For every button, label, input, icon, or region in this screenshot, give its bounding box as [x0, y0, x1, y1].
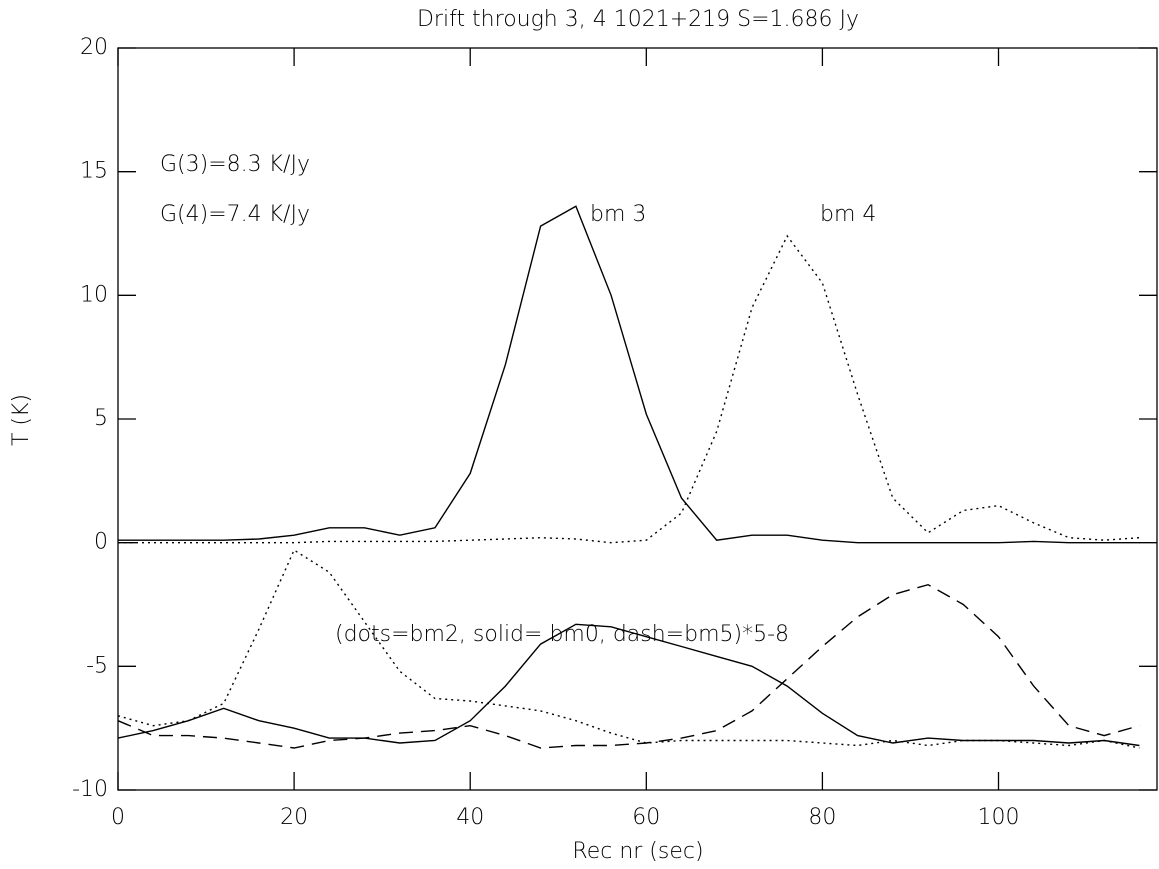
x-tick-label: 40 — [456, 805, 484, 830]
y-tick-label: 5 — [94, 406, 108, 431]
y-axis-label: T (K) — [9, 394, 34, 446]
annotation: (dots=bm2, solid= bm0, dash=bm5)*5-8 — [335, 622, 789, 647]
y-tick-label: -5 — [86, 653, 108, 678]
x-tick-label: 60 — [632, 805, 660, 830]
data-line — [118, 205, 1140, 544]
data-line — [118, 234, 1140, 544]
x-tick-label: 20 — [280, 805, 308, 830]
x-tick-label: 0 — [111, 805, 125, 830]
annotation: bm 3 — [590, 202, 646, 227]
x-tick-label: 80 — [808, 805, 836, 830]
annotation: G(3)=8.3 K/Jy — [160, 152, 310, 177]
y-tick-label: 20 — [80, 35, 108, 60]
annotation: G(4)=7.4 K/Jy — [160, 202, 310, 227]
x-tick-label: 100 — [978, 805, 1020, 830]
x-axis-label: Rec nr (sec) — [572, 839, 703, 864]
chart-title: Drift through 3, 4 1021+219 S=1.686 Jy — [417, 7, 859, 32]
annotation: bm 4 — [820, 202, 876, 227]
y-tick-label: 15 — [80, 159, 108, 184]
data-line — [117, 583, 1140, 749]
data-line — [117, 623, 1140, 747]
y-tick-label: 10 — [80, 282, 108, 307]
y-tick-label: 0 — [94, 530, 108, 555]
data-line — [117, 549, 1140, 749]
y-tick-label: -10 — [72, 777, 108, 802]
